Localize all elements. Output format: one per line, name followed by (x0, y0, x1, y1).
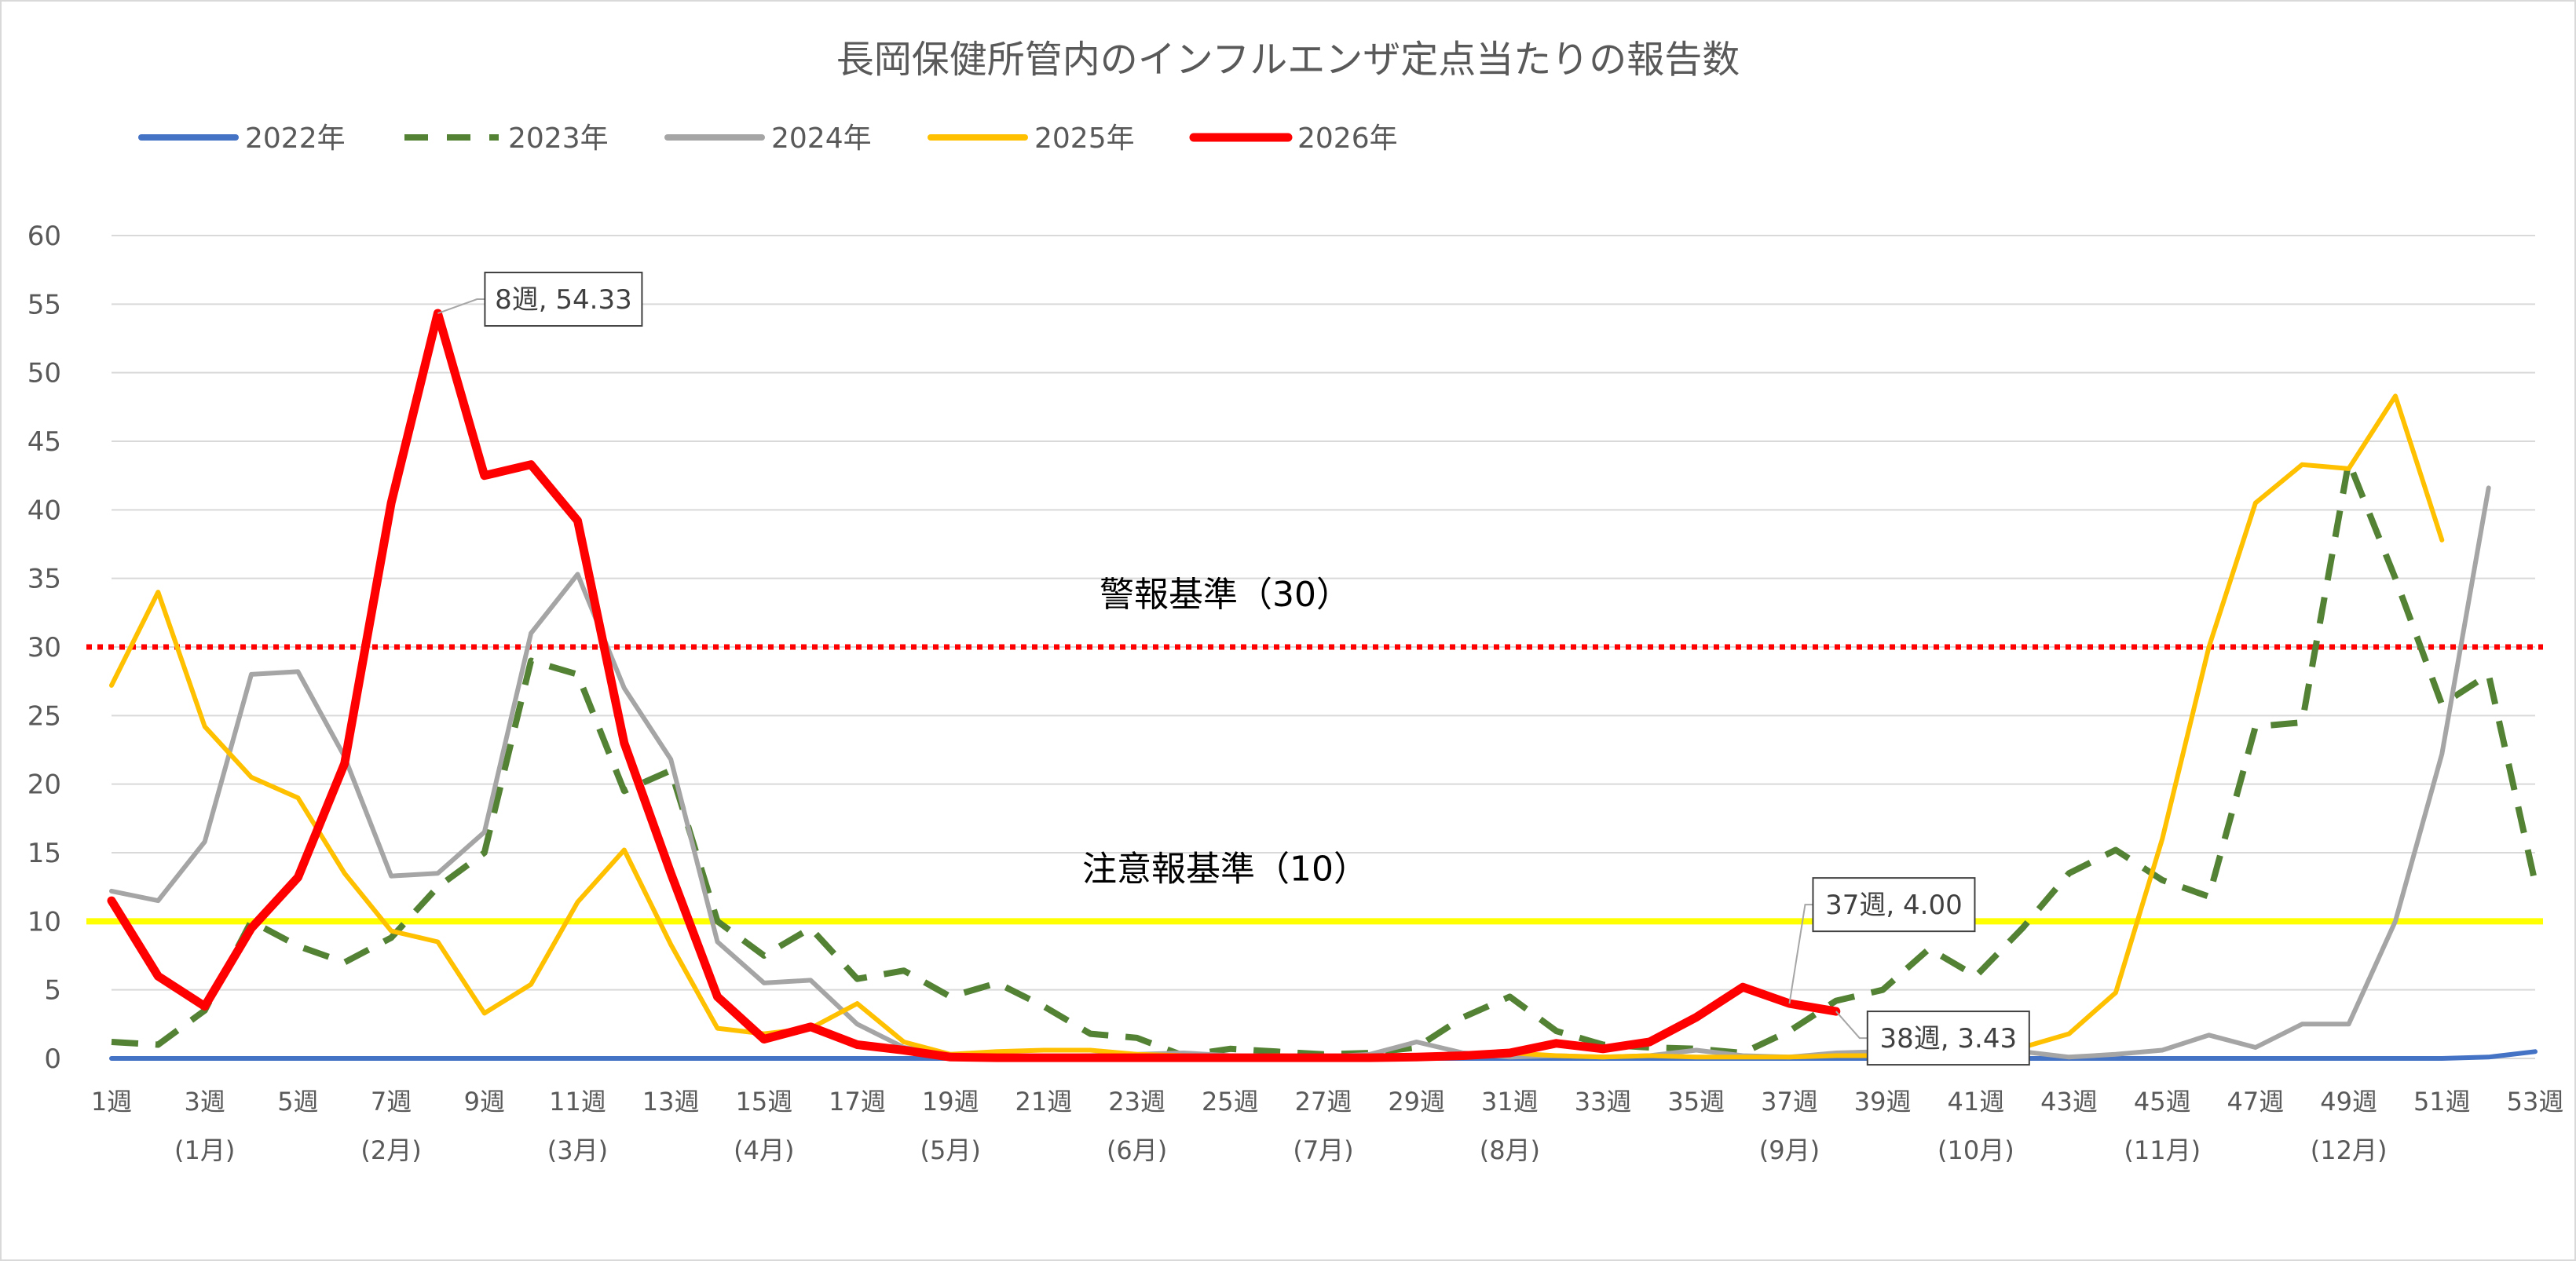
legend: 2022年 2023年 2024年 2025年 2026年 (138, 122, 1398, 155)
x-tick-label: 51週 (2413, 1087, 2471, 1117)
y-tick-label: 40 (27, 495, 61, 526)
x-tick-label: 33週 (1575, 1087, 1632, 1117)
x-tick-label: 39週 (1854, 1087, 1912, 1117)
y-tick-label: 0 (44, 1044, 61, 1075)
x-tick-label: 35週 (1667, 1087, 1725, 1117)
month-label: (11月) (2124, 1135, 2201, 1165)
x-tick-label: 53週 (2507, 1087, 2564, 1117)
reference-line-label: 警報基準（30） (1100, 575, 1351, 615)
legend-label: 2025年 (1034, 122, 1135, 155)
x-tick-label: 21週 (1015, 1087, 1073, 1117)
month-label: (3月) (547, 1135, 608, 1165)
month-label: (7月) (1293, 1135, 1353, 1165)
month-label: (12月) (2311, 1135, 2388, 1165)
x-tick-label: 17週 (829, 1087, 886, 1117)
month-label: (2月) (360, 1135, 421, 1165)
y-tick-label: 45 (27, 426, 61, 458)
chart-title: 長岡保健所管内のインフルエンザ定点当たりの報告数 (836, 38, 1740, 82)
annotation-leader (437, 298, 485, 314)
annotation-label: 8週, 54.33 (495, 284, 632, 316)
x-tick-label: 37週 (1761, 1087, 1818, 1117)
annotation-leader (1788, 904, 1813, 1004)
month-label: (4月) (734, 1135, 794, 1165)
y-tick-label: 55 (27, 289, 61, 320)
month-label: (1月) (174, 1135, 235, 1165)
y-tick-label: 25 (27, 700, 61, 732)
x-tick-label: 7週 (371, 1087, 412, 1117)
y-tick-label: 20 (27, 769, 61, 801)
annotation-leader (1835, 1011, 1868, 1040)
x-tick-label: 3週 (185, 1087, 225, 1117)
x-tick-label: 15週 (735, 1087, 792, 1117)
annotation-label: 37週, 4.00 (1825, 890, 1963, 921)
x-axis-ticks: 1週 3週 5週 7週 9週 11週 13週 15週 17週 19週 21週 23週 25週 27週 29週… (91, 1087, 2564, 1117)
legend-label: 2023年 (508, 122, 609, 155)
reference-lines: 警報基準（30） 注意報基準（10） (86, 575, 2543, 925)
data-annotations: 8週, 54.33 37週, 4.00 38週, 3.43 (437, 272, 2030, 1066)
y-tick-label: 15 (27, 838, 61, 869)
legend-label: 2022年 (245, 122, 346, 155)
y-tick-label: 60 (27, 221, 61, 252)
annotation-box (1866, 1011, 2030, 1066)
month-label: (5月) (920, 1135, 981, 1165)
x-tick-label: 23週 (1108, 1087, 1165, 1117)
x-tick-label: 49週 (2320, 1087, 2377, 1117)
month-label: (6月) (1107, 1135, 1167, 1165)
x-tick-label: 1週 (91, 1087, 132, 1117)
month-label: (9月) (1759, 1135, 1820, 1165)
annotation-box (484, 272, 643, 327)
x-tick-label: 19週 (922, 1087, 979, 1117)
series-lines (107, 309, 2538, 1062)
x-tick-label: 11週 (549, 1087, 606, 1117)
y-tick-label: 10 (27, 906, 61, 938)
x-tick-label: 45週 (2134, 1087, 2191, 1117)
legend-label: 2026年 (1297, 122, 1398, 155)
x-tick-label: 47週 (2227, 1087, 2285, 1117)
x-tick-label: 25週 (1202, 1087, 1259, 1117)
series-line-2026年 (107, 309, 1841, 1062)
x-tick-label: 41週 (1947, 1087, 2004, 1117)
reference-line-label: 注意報基準（10） (1082, 849, 1368, 889)
y-tick-label: 5 (44, 975, 61, 1007)
annotation-box (1812, 877, 1976, 933)
annotation-label: 38週, 3.43 (1880, 1023, 2018, 1054)
x-tick-label: 5週 (277, 1087, 318, 1117)
x-tick-label: 29週 (1388, 1087, 1445, 1117)
x-tick-label: 9週 (464, 1087, 505, 1117)
y-tick-label: 50 (27, 358, 61, 389)
legend-label: 2024年 (771, 122, 872, 155)
x-tick-label: 43週 (2040, 1087, 2098, 1117)
x-tick-label: 13週 (642, 1087, 700, 1117)
y-axis-ticks: 0 5 10 15 20 25 30 35 40 45 50 55 60 (27, 221, 61, 1075)
y-tick-label: 35 (27, 564, 61, 595)
month-label: (8月) (1480, 1135, 1540, 1165)
x-tick-label: 31週 (1481, 1087, 1539, 1117)
x-tick-label: 27週 (1295, 1087, 1352, 1117)
y-tick-label: 30 (27, 632, 61, 663)
month-labels: (1月) (2月) (3月) (4月) (5月) (6月) (7月) (8月) (9月) (10月… (174, 1135, 2387, 1165)
month-label: (10月) (1937, 1135, 2014, 1165)
